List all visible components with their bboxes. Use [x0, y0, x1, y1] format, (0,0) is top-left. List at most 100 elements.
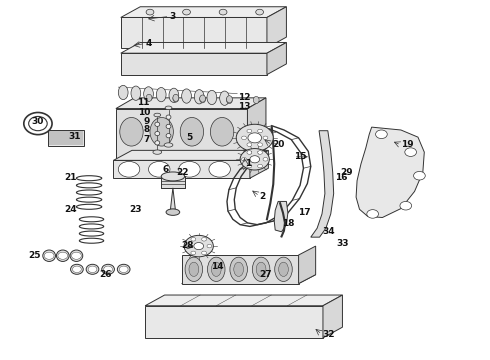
Circle shape — [202, 251, 206, 255]
Text: 24: 24 — [64, 205, 77, 214]
Text: 9: 9 — [144, 117, 150, 126]
Polygon shape — [250, 150, 269, 178]
Ellipse shape — [195, 90, 204, 104]
Text: 33: 33 — [337, 239, 349, 248]
Polygon shape — [274, 202, 288, 232]
Text: 10: 10 — [138, 108, 150, 117]
Text: 26: 26 — [99, 270, 111, 279]
Ellipse shape — [166, 134, 171, 138]
Circle shape — [405, 148, 416, 157]
Circle shape — [58, 252, 68, 259]
Circle shape — [219, 9, 227, 15]
Ellipse shape — [102, 264, 115, 274]
Circle shape — [118, 161, 140, 177]
Ellipse shape — [131, 86, 141, 100]
Ellipse shape — [166, 209, 180, 215]
Ellipse shape — [117, 264, 130, 274]
Circle shape — [247, 143, 252, 147]
Polygon shape — [114, 150, 269, 160]
Ellipse shape — [234, 262, 244, 276]
Ellipse shape — [200, 95, 205, 102]
Ellipse shape — [43, 250, 55, 261]
Ellipse shape — [185, 257, 202, 282]
Circle shape — [250, 156, 260, 163]
Text: 3: 3 — [170, 12, 176, 21]
Circle shape — [242, 136, 246, 140]
Ellipse shape — [211, 262, 221, 276]
Text: 15: 15 — [294, 152, 306, 161]
Ellipse shape — [56, 250, 69, 261]
Ellipse shape — [180, 117, 203, 146]
Polygon shape — [161, 176, 185, 188]
Ellipse shape — [155, 122, 160, 126]
Circle shape — [258, 164, 263, 168]
Ellipse shape — [118, 85, 128, 100]
Text: 18: 18 — [282, 219, 294, 228]
Ellipse shape — [144, 87, 153, 101]
Text: 6: 6 — [162, 165, 169, 174]
Text: 22: 22 — [176, 168, 188, 177]
Text: 11: 11 — [138, 98, 150, 107]
Text: 12: 12 — [238, 93, 250, 102]
Ellipse shape — [71, 264, 83, 274]
Circle shape — [247, 129, 252, 133]
Circle shape — [258, 129, 263, 133]
Ellipse shape — [207, 90, 217, 105]
Ellipse shape — [161, 172, 185, 181]
Ellipse shape — [120, 117, 143, 146]
Text: 20: 20 — [272, 140, 284, 149]
Ellipse shape — [220, 91, 229, 105]
Circle shape — [247, 151, 252, 154]
Text: 34: 34 — [322, 227, 335, 236]
Polygon shape — [356, 127, 424, 217]
Circle shape — [191, 251, 196, 255]
Circle shape — [248, 133, 262, 143]
Circle shape — [236, 124, 273, 152]
Polygon shape — [116, 109, 247, 158]
Circle shape — [194, 243, 203, 249]
Ellipse shape — [210, 117, 234, 146]
Ellipse shape — [166, 115, 171, 119]
Circle shape — [179, 161, 200, 177]
Text: 7: 7 — [144, 135, 150, 144]
Ellipse shape — [189, 262, 199, 276]
Polygon shape — [267, 42, 287, 75]
Circle shape — [263, 157, 268, 161]
Polygon shape — [121, 53, 267, 75]
Text: 8: 8 — [144, 126, 150, 135]
Circle shape — [191, 238, 196, 241]
Ellipse shape — [169, 88, 179, 103]
Circle shape — [207, 244, 212, 248]
Text: 23: 23 — [129, 205, 142, 214]
Text: 28: 28 — [182, 240, 194, 249]
Text: 5: 5 — [187, 132, 193, 141]
Ellipse shape — [279, 262, 288, 276]
Circle shape — [104, 266, 113, 273]
Ellipse shape — [156, 87, 166, 102]
Polygon shape — [121, 42, 287, 53]
Circle shape — [242, 157, 246, 161]
Ellipse shape — [155, 141, 160, 145]
Polygon shape — [323, 295, 343, 338]
Circle shape — [186, 244, 191, 248]
Ellipse shape — [173, 95, 179, 102]
Text: 13: 13 — [238, 102, 250, 111]
Text: 25: 25 — [28, 251, 40, 260]
Polygon shape — [171, 188, 175, 209]
Text: 21: 21 — [64, 173, 77, 182]
Polygon shape — [267, 7, 287, 48]
Ellipse shape — [166, 124, 171, 129]
Ellipse shape — [155, 131, 160, 136]
Ellipse shape — [70, 250, 83, 261]
Circle shape — [256, 9, 264, 15]
Text: 16: 16 — [335, 173, 347, 182]
Circle shape — [146, 9, 154, 15]
Ellipse shape — [226, 96, 232, 104]
Text: 19: 19 — [401, 140, 414, 149]
Polygon shape — [311, 131, 334, 237]
Polygon shape — [182, 255, 298, 284]
Ellipse shape — [153, 150, 162, 154]
Polygon shape — [121, 7, 287, 18]
Polygon shape — [114, 160, 250, 178]
Ellipse shape — [252, 257, 270, 282]
